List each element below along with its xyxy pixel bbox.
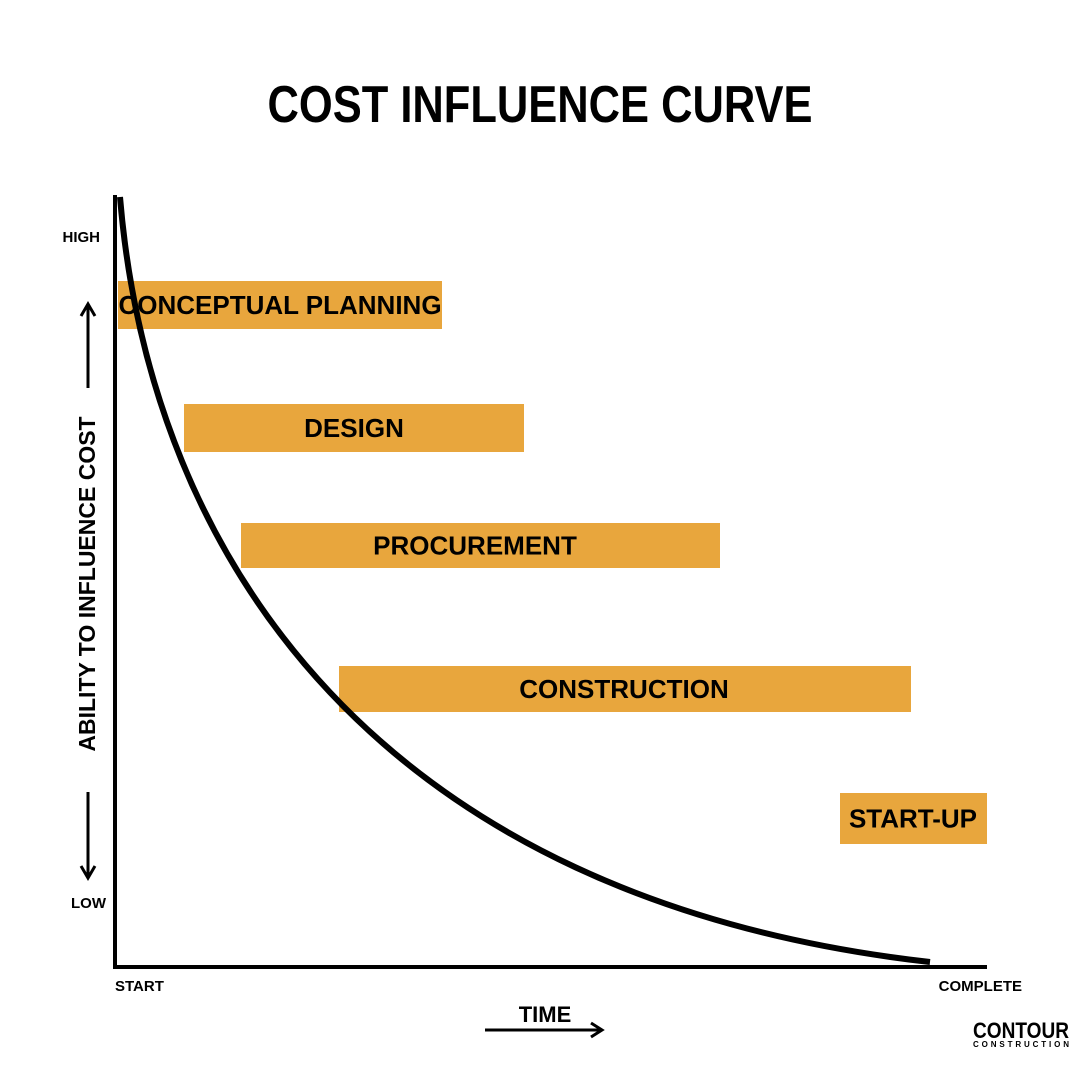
x-end-label: COMPLETE	[939, 978, 1022, 995]
phase-label: PROCUREMENT	[373, 531, 577, 561]
influence-curve	[117, 196, 931, 965]
y-axis-label: ABILITY TO INFLUENCE COST	[74, 416, 100, 751]
title: COST INFLUENCE CURVE	[268, 76, 813, 134]
phase-bar	[184, 404, 524, 452]
phase-bars: CONCEPTUAL PLANNING DESIGN PROCUREMENT CONS…	[118, 281, 987, 844]
logo-tagline: CONSTRUCTION	[973, 1040, 1069, 1049]
logo-name: CONTOUR	[973, 1018, 1069, 1043]
x-arrow	[485, 1021, 605, 1039]
phase-label: CONSTRUCTION	[519, 674, 728, 704]
phase-label: CONCEPTUAL PLANNING	[118, 290, 441, 320]
phase-label: START-UP	[849, 804, 977, 834]
y-arrows	[79, 301, 97, 881]
phase-bar	[339, 666, 911, 712]
x-start-label: START	[115, 978, 164, 995]
phase-bar	[840, 793, 987, 844]
y-high-label: HIGH	[63, 229, 101, 246]
phase-bar	[118, 281, 442, 329]
phase-bar	[241, 523, 720, 568]
phase-label: DESIGN	[304, 413, 404, 443]
y-low-label: LOW	[71, 895, 107, 912]
x-axis-label: TIME	[519, 1002, 572, 1027]
